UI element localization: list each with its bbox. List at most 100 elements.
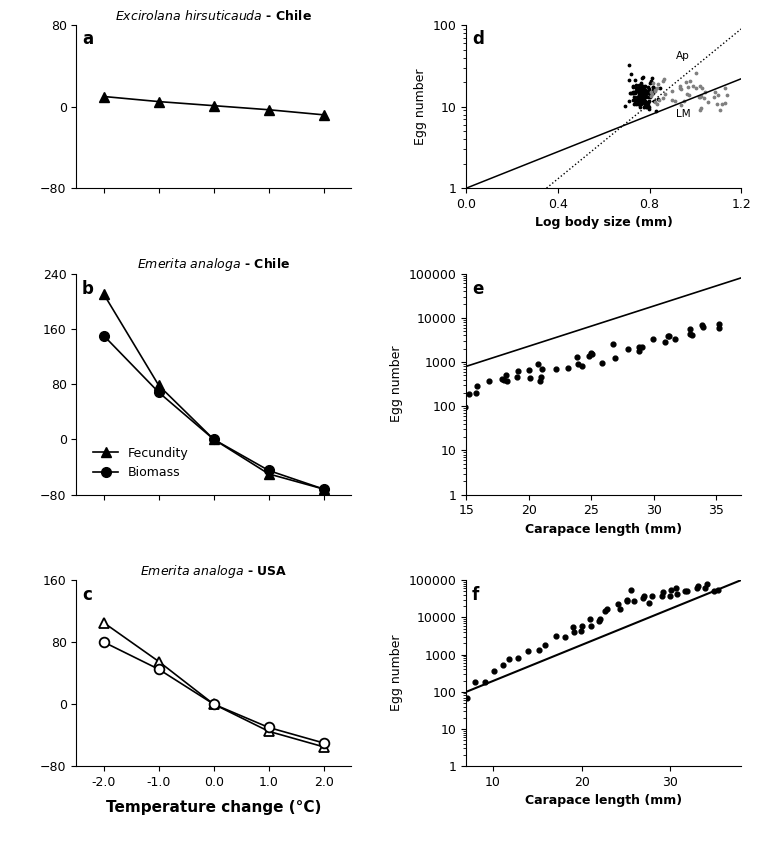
Point: [673, 79, 685, 93]
Point: [696, 318, 708, 332]
Point: [596, 357, 608, 370]
Point: [630, 98, 642, 111]
Point: [697, 321, 709, 334]
Point: [550, 630, 562, 643]
Point: [575, 360, 588, 373]
Point: [681, 87, 694, 100]
Point: [613, 603, 626, 616]
Point: [647, 80, 659, 93]
Y-axis label: Egg number: Egg number: [414, 68, 427, 145]
Point: [503, 653, 515, 666]
Point: [463, 387, 475, 401]
Point: [633, 86, 646, 99]
Point: [649, 104, 662, 117]
Point: [636, 89, 649, 103]
Point: [637, 70, 649, 83]
Point: [641, 96, 653, 109]
Point: [630, 78, 642, 92]
Point: [716, 98, 728, 111]
Point: [665, 584, 677, 597]
X-axis label: Carapace length (mm): Carapace length (mm): [525, 795, 682, 807]
Point: [657, 74, 669, 88]
Point: [631, 90, 643, 104]
Point: [636, 82, 649, 95]
Point: [559, 631, 571, 644]
Text: e: e: [472, 280, 484, 298]
Point: [702, 96, 714, 109]
Point: [647, 94, 659, 108]
Text: a: a: [82, 30, 93, 48]
Point: [640, 98, 652, 111]
Point: [586, 347, 598, 360]
Point: [566, 621, 578, 634]
Point: [635, 85, 647, 99]
Point: [575, 620, 588, 633]
Point: [708, 584, 720, 597]
Point: [627, 80, 639, 93]
Point: [585, 619, 597, 632]
Point: [714, 103, 726, 116]
Point: [636, 95, 649, 109]
Point: [691, 579, 704, 593]
Point: [513, 364, 525, 377]
Point: [619, 99, 631, 112]
Point: [684, 327, 696, 340]
Point: [634, 88, 646, 102]
Point: [681, 80, 694, 93]
Point: [675, 83, 688, 96]
Point: [646, 86, 659, 99]
Point: [593, 614, 605, 627]
X-axis label: Temperature change (°C): Temperature change (°C): [106, 800, 322, 815]
Point: [624, 583, 636, 596]
Point: [659, 336, 671, 349]
Point: [634, 84, 646, 98]
Point: [643, 94, 655, 108]
Point: [642, 98, 654, 111]
Point: [652, 92, 664, 105]
Point: [672, 587, 684, 600]
Point: [639, 85, 651, 99]
Point: [675, 99, 687, 112]
Point: [498, 373, 510, 386]
Point: [685, 322, 697, 335]
Point: [633, 82, 646, 95]
Point: [623, 87, 636, 100]
Point: [646, 85, 658, 99]
Point: [644, 74, 656, 88]
Point: [632, 82, 644, 95]
Title: $\it{Excirolana\ hirsuticauda}$ - Chile: $\it{Excirolana\ hirsuticauda}$ - Chile: [115, 8, 312, 23]
Point: [635, 76, 647, 89]
Point: [684, 74, 696, 88]
Point: [638, 100, 650, 114]
Point: [712, 88, 724, 101]
Point: [707, 90, 720, 104]
Point: [630, 94, 642, 108]
Point: [713, 317, 725, 331]
Point: [646, 589, 658, 603]
Point: [694, 90, 707, 104]
Point: [636, 88, 648, 101]
Point: [629, 73, 641, 87]
Point: [469, 674, 481, 688]
Point: [639, 90, 651, 104]
Point: [642, 85, 654, 99]
Point: [599, 604, 611, 617]
Point: [636, 79, 649, 93]
Point: [626, 80, 639, 93]
Point: [633, 86, 645, 99]
Point: [639, 83, 652, 97]
Point: [678, 584, 691, 598]
Point: [683, 88, 695, 102]
Point: [638, 87, 650, 100]
Point: [639, 90, 651, 104]
Point: [634, 94, 646, 108]
Point: [562, 361, 575, 375]
Point: [631, 93, 643, 107]
Point: [639, 84, 652, 98]
Point: [633, 92, 645, 105]
Point: [459, 400, 471, 413]
Point: [632, 97, 644, 110]
Point: [533, 643, 545, 657]
Point: [635, 83, 647, 97]
Point: [642, 87, 654, 100]
